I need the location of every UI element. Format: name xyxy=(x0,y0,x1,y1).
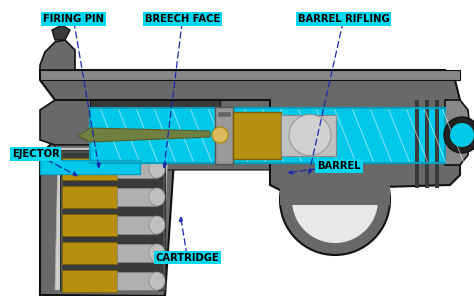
Polygon shape xyxy=(40,100,290,145)
Bar xyxy=(60,150,165,290)
Bar xyxy=(62,158,117,180)
Polygon shape xyxy=(40,70,460,190)
Polygon shape xyxy=(40,40,75,70)
Bar xyxy=(281,115,336,156)
Bar xyxy=(218,112,230,116)
Bar xyxy=(435,100,439,188)
Bar xyxy=(62,270,117,292)
Bar xyxy=(280,145,390,205)
Ellipse shape xyxy=(149,188,165,206)
Polygon shape xyxy=(90,100,220,135)
Circle shape xyxy=(444,117,474,153)
Polygon shape xyxy=(52,25,70,40)
Bar xyxy=(117,160,157,178)
Bar xyxy=(40,160,140,174)
Bar xyxy=(90,108,445,163)
Text: EJECTOR: EJECTOR xyxy=(12,149,59,159)
Bar xyxy=(62,214,117,236)
Text: BREECH FACE: BREECH FACE xyxy=(145,14,220,24)
Circle shape xyxy=(280,145,390,255)
Polygon shape xyxy=(55,148,168,290)
Text: BARREL RIFLING: BARREL RIFLING xyxy=(298,14,390,24)
Ellipse shape xyxy=(289,115,331,155)
Ellipse shape xyxy=(149,272,165,290)
Circle shape xyxy=(450,123,474,147)
Text: CARTRIDGE: CARTRIDGE xyxy=(155,252,219,263)
Polygon shape xyxy=(40,140,175,296)
Bar xyxy=(63,153,163,288)
Ellipse shape xyxy=(149,244,165,262)
Bar xyxy=(233,112,281,159)
Ellipse shape xyxy=(149,216,165,234)
Bar xyxy=(62,186,117,208)
Circle shape xyxy=(292,157,378,243)
Polygon shape xyxy=(78,128,210,142)
Bar xyxy=(40,70,460,80)
Text: FIRING PIN: FIRING PIN xyxy=(43,14,104,24)
Bar xyxy=(425,100,429,188)
Text: BARREL: BARREL xyxy=(317,161,361,171)
Ellipse shape xyxy=(149,160,165,178)
Polygon shape xyxy=(445,100,470,165)
Bar xyxy=(117,188,157,206)
Circle shape xyxy=(212,127,228,143)
Bar xyxy=(62,242,117,264)
Polygon shape xyxy=(55,145,275,170)
Bar xyxy=(117,216,157,234)
Bar xyxy=(415,100,419,188)
Bar xyxy=(215,107,233,164)
Bar xyxy=(117,244,157,262)
Bar xyxy=(117,272,157,290)
